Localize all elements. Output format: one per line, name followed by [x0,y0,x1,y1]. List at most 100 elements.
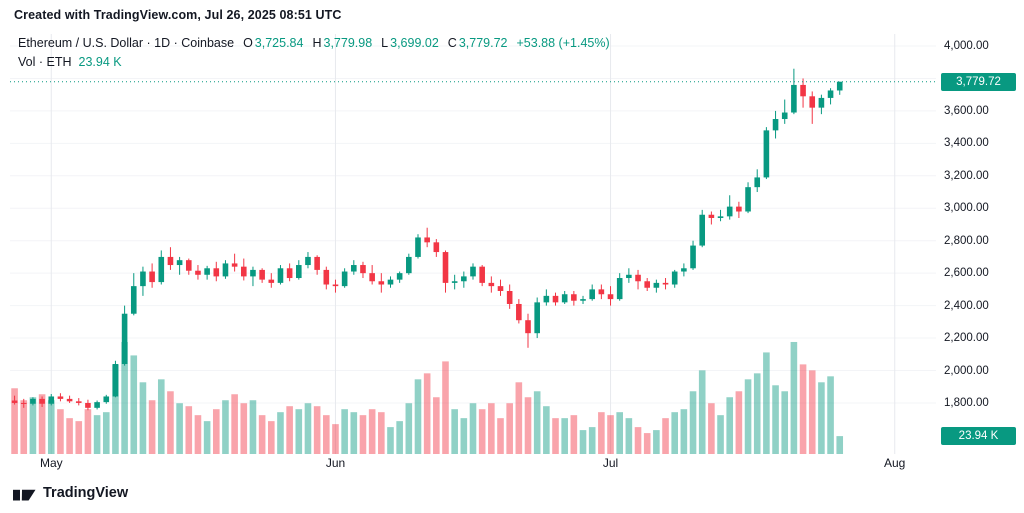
tradingview-logo-icon [13,489,36,500]
volume-bar [488,403,495,454]
candle-body [589,289,595,300]
volume-bar [708,403,715,454]
candle-body [305,256,311,266]
candle-body [75,401,82,403]
candle-body [204,268,210,275]
volume-bar [689,391,697,454]
price-tick-label: 2,800.00 [944,234,989,247]
volume-bar [295,409,303,454]
volume-bar [11,388,18,454]
close-value: 3,779.72 [458,36,508,50]
ohlc-open: O 3,725.84 [243,36,303,50]
candle-body [57,396,64,399]
candle-body [827,90,834,98]
volume-bar [735,391,743,454]
candle-body [671,271,678,285]
volume-bar [533,391,541,454]
candle-body [213,268,220,277]
candle-body [433,242,440,253]
price-tick-label: 3,200.00 [944,169,989,182]
candle-body [442,252,449,283]
current-volume-badge: 23.94 K [941,427,1016,446]
candle-body [772,119,779,131]
volume-bar [478,409,486,454]
candle-body [580,299,586,301]
candle-body [387,279,394,285]
candle-body [561,294,568,303]
candle-body [332,284,339,287]
candle-body [451,281,458,283]
volume-bar [570,415,578,454]
price-axis[interactable]: 4,000.003,800.003,600.003,400.003,200.00… [940,0,1024,476]
volume-bar [359,415,367,454]
volume-bar [222,400,229,454]
candle-body [543,295,550,303]
volume-bar [506,403,513,454]
candle-body [48,396,55,404]
candle-body [378,281,385,285]
volume-bar [378,412,385,454]
volume-bar [625,418,633,454]
volume-bar [268,421,275,454]
candle-body [653,282,660,288]
candle-body [130,286,137,314]
volume-bar [176,403,183,454]
volume-bar [148,400,156,454]
volume-bar [598,412,605,454]
candle-body [516,303,522,321]
change-value: +53.88 (+1.45%) [516,36,610,50]
candle-body [616,278,623,300]
candle-body [699,214,706,246]
volume-bar [38,394,46,454]
volume-bar [167,391,174,454]
volume-bar [698,370,706,454]
volume-bar [790,341,798,454]
volume-bar [433,397,440,454]
volume-legend[interactable]: Vol · ETH 23.94 K [18,55,122,69]
volume-bar [524,397,532,454]
candle-body [39,398,45,404]
candle-body [231,263,238,267]
volume-bar [579,430,587,454]
attribution-text: Created with TradingView.com, Jul 26, 20… [14,8,342,22]
symbol-legend[interactable]: Ethereum / U.S. Dollar · 1D · Coinbase O… [18,36,610,50]
candle-body [626,274,632,279]
volume-bar [442,361,449,454]
candle-body [259,269,265,280]
volume-bar [121,341,128,454]
candle-body [185,260,192,271]
open-value: 3,725.84 [254,36,304,50]
ohlc-close: C 3,779.72 [448,36,508,50]
volume-bar [66,418,73,454]
candle-body [525,320,531,334]
candle-body [94,402,100,408]
candle-body [818,97,825,108]
candle-body [323,269,330,285]
candle-body [497,286,504,291]
candle-body [250,269,256,277]
candle-body [781,112,788,120]
last-price-badge: 3,779.72 [941,72,1016,91]
volume-bar [277,412,284,454]
volume-bar [827,376,834,454]
candle-body [470,266,476,277]
volume-bar [396,421,403,454]
price-tick-label: 2,000.00 [944,364,989,377]
volume-bar [543,406,550,454]
volume-bar [552,418,559,454]
price-tick-label: 2,200.00 [944,332,989,345]
candle-body [461,276,467,282]
candle-body [506,291,513,304]
candle-body [745,187,751,212]
candle-body [360,265,366,274]
volume-bar [240,403,248,454]
volume-bar [460,418,468,454]
volume-bar [212,409,220,454]
symbol-title[interactable]: Ethereum / U.S. Dollar · 1D · Coinbase [18,36,235,50]
candle-body [30,398,36,404]
volume-bar [808,370,816,454]
candle-body [736,206,742,212]
tradingview-footer[interactable]: TradingView [13,485,128,501]
volume-bar [772,385,779,454]
